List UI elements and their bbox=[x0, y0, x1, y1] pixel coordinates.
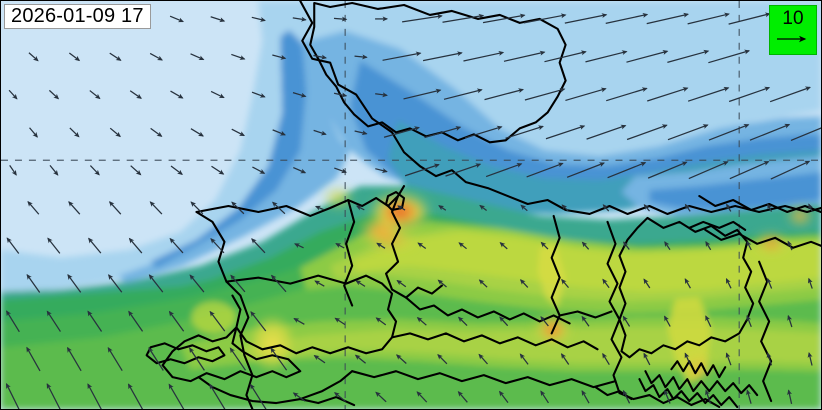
wind-scale-legend: 10 bbox=[769, 5, 817, 55]
timestamp-label: 2026-01-09 17 bbox=[11, 5, 144, 27]
reference-wind-arrow-icon bbox=[777, 35, 807, 43]
timestamp-box: 2026-01-09 17 bbox=[4, 4, 151, 29]
wind-scale-value: 10 bbox=[782, 8, 804, 29]
